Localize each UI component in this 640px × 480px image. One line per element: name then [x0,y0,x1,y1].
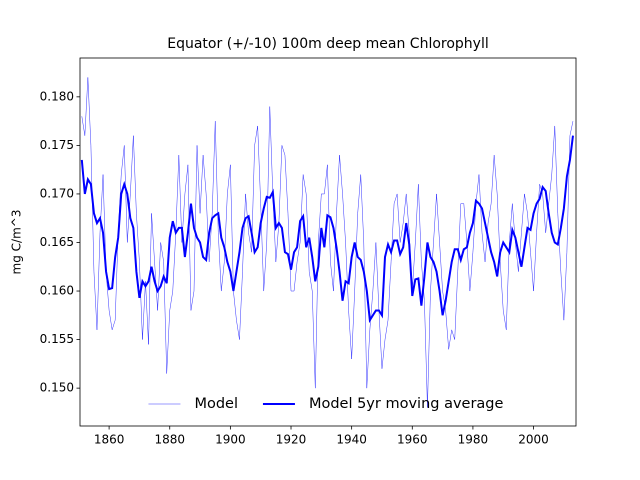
chart-title: Equator (+/-10) 100m deep mean Chlorophy… [167,36,489,52]
y-tick-label: 0.155 [40,332,74,346]
legend-label: Model [194,396,238,412]
series-line [81,77,574,408]
x-tick-label: 1880 [154,433,185,447]
x-tick-label: 2000 [518,433,549,447]
x-tick-label: 1980 [458,433,489,447]
y-tick-label: 0.165 [40,235,74,249]
y-tick-label: 0.175 [40,138,74,152]
series-line [80,135,574,324]
y-tick-label: 0.150 [40,381,74,395]
x-tick-label: 1960 [397,433,428,447]
y-tick-label: 0.160 [40,284,74,298]
x-tick-label: 1920 [276,433,307,447]
y-tick-label: 0.170 [40,186,74,200]
legend-label: Model 5yr moving average [309,396,504,412]
y-tick-label: 0.180 [40,89,74,103]
x-tick-label: 1940 [336,433,367,447]
x-tick-label: 1900 [215,433,246,447]
x-tick-label: 1860 [94,433,125,447]
y-axis-label: mg C/m^3 [10,210,24,275]
plot-frame [79,57,577,427]
